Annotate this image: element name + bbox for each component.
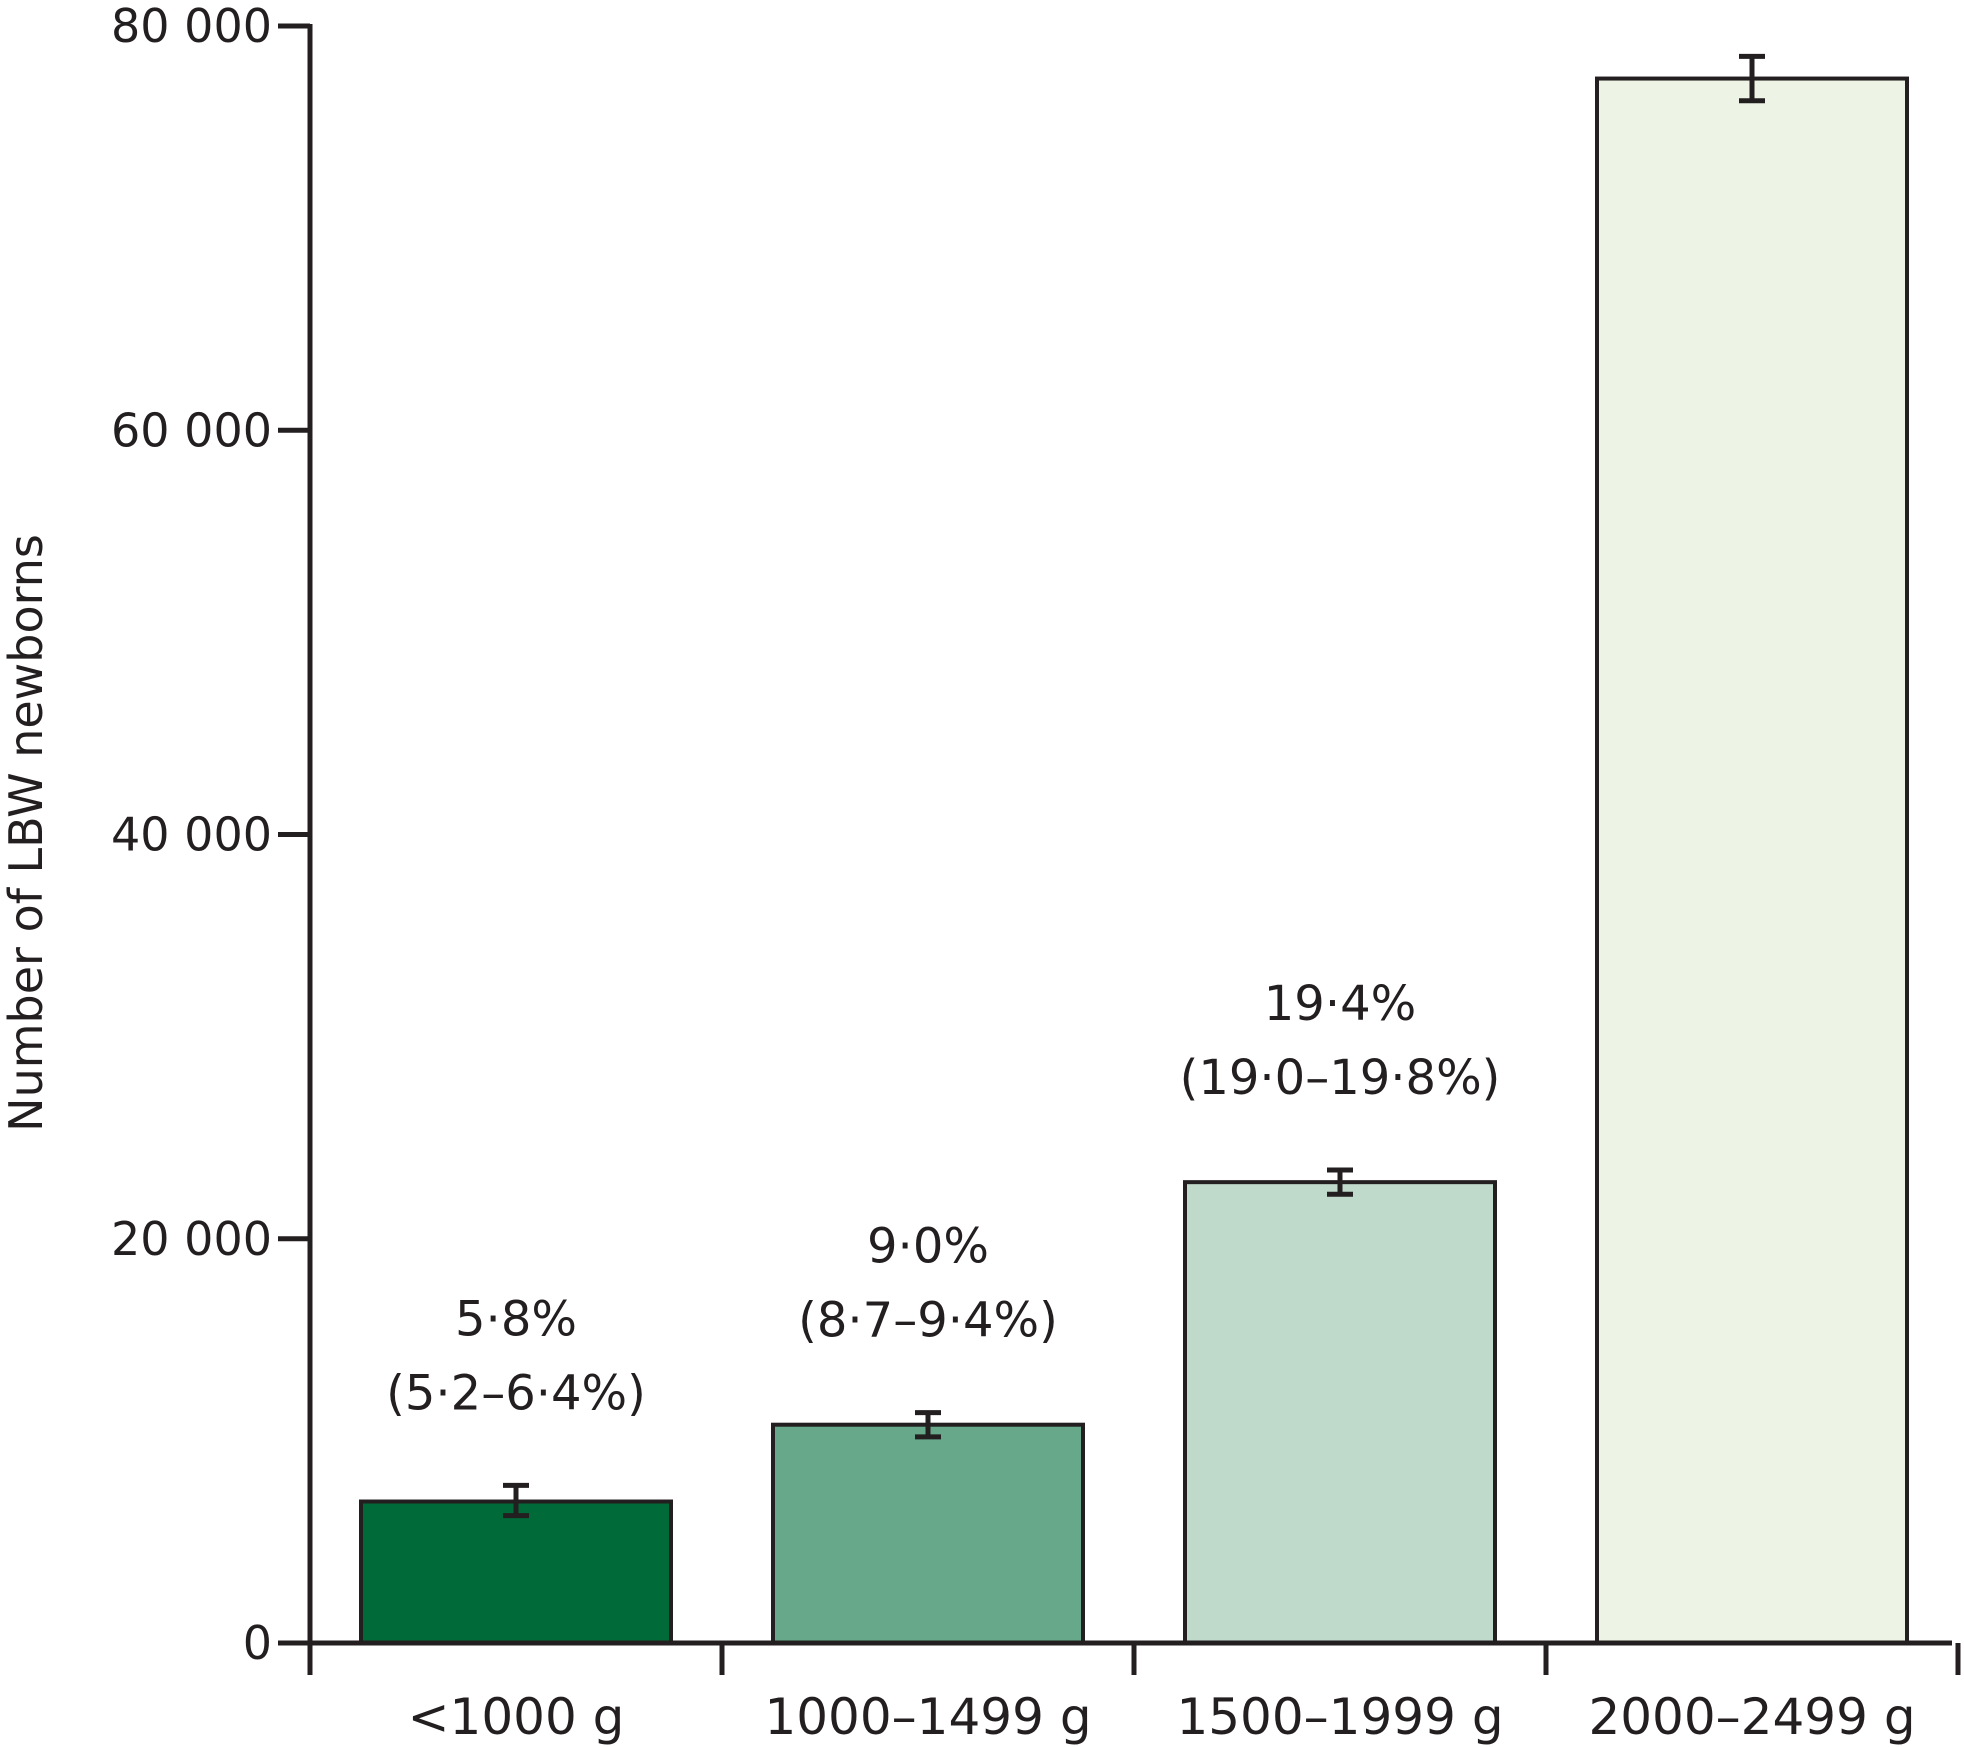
- y-axis-title: Number of LBW newborns: [0, 534, 53, 1132]
- plot-area: 5·8% (5·2–6·4%) <1000 g 9·0% (8·7–9·4%) 1000–…: [111, 0, 1961, 1746]
- x-tick-label-3: 1500–1999 g: [1176, 1688, 1503, 1746]
- data-label-range-1: (5·2–6·4%): [386, 1365, 646, 1421]
- data-label-percent-1: 5·8%: [455, 1291, 577, 1347]
- data-label-percent-3: 19·4%: [1264, 976, 1416, 1032]
- data-label-percent-2: 9·0%: [867, 1219, 989, 1275]
- bar-2: [771, 1422, 1085, 1645]
- y-tick-label-2: 20 000: [111, 1212, 272, 1266]
- bar-3: [1183, 1180, 1497, 1646]
- y-tick-label-5: 80 000: [111, 0, 272, 53]
- data-label-range-2: (8·7–9·4%): [798, 1293, 1058, 1349]
- bar-1: [359, 1499, 673, 1645]
- x-tick-label-2: 1000–1499 g: [764, 1688, 1091, 1746]
- x-tick-label-4: 2000–2499 g: [1588, 1688, 1915, 1746]
- x-tick-label-1: <1000 g: [408, 1688, 625, 1746]
- bar-4: [1595, 76, 1909, 1646]
- y-tick-label-1: 0: [243, 1616, 272, 1670]
- data-label-range-3: (19·0–19·8%): [1180, 1050, 1501, 1106]
- y-tick-label-3: 40 000: [111, 808, 272, 862]
- y-tick-label-4: 60 000: [111, 403, 272, 457]
